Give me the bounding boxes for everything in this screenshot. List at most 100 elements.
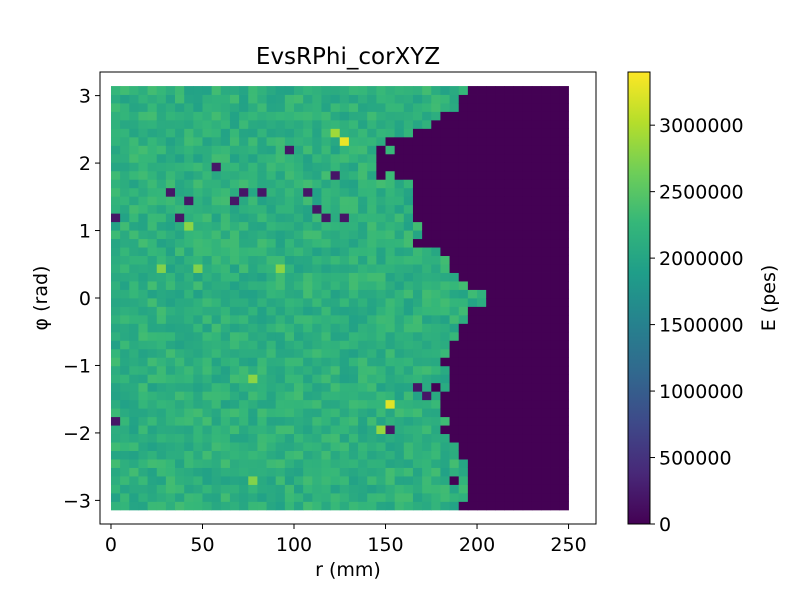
heatmap-cell — [422, 255, 432, 265]
heatmap-cell — [147, 323, 158, 333]
heatmap-cell — [175, 162, 185, 172]
heatmap-cell — [303, 179, 313, 189]
heatmap-cell — [495, 442, 505, 451]
heatmap-cell — [229, 357, 240, 367]
heatmap-cell — [458, 86, 469, 95]
heatmap-cell — [184, 281, 194, 290]
heatmap-cell — [467, 162, 478, 172]
heatmap-cell — [156, 314, 167, 324]
heatmap-cell — [422, 476, 432, 485]
heatmap-cell — [193, 136, 203, 146]
heatmap-cell — [412, 86, 423, 95]
heatmap-cell — [129, 196, 139, 206]
heatmap-cell — [266, 128, 277, 138]
heatmap-cell — [531, 289, 542, 299]
heatmap-cell — [458, 467, 469, 477]
heatmap-cell — [376, 323, 386, 333]
heatmap-cell — [129, 153, 139, 163]
heatmap-cell — [513, 492, 524, 502]
heatmap-cell — [522, 94, 533, 104]
heatmap-cell — [458, 331, 469, 341]
heatmap-cell — [147, 255, 158, 265]
heatmap-cell — [440, 247, 450, 257]
heatmap-cell — [202, 281, 213, 290]
heatmap-cell — [175, 365, 185, 375]
heatmap-cell — [138, 450, 148, 460]
heatmap-cell — [211, 357, 222, 367]
heatmap-cell — [495, 119, 505, 129]
heatmap-cell — [110, 255, 121, 265]
heatmap-cell — [257, 153, 267, 163]
heatmap-cell — [229, 391, 240, 401]
heatmap-cell — [193, 484, 203, 494]
heatmap-cell — [513, 357, 524, 367]
heatmap-cell — [559, 416, 569, 426]
heatmap-cell — [193, 162, 203, 172]
heatmap-cell — [394, 298, 405, 307]
heatmap-cell — [358, 467, 368, 477]
heatmap-cell — [376, 442, 386, 451]
heatmap-cell — [303, 170, 313, 180]
heatmap-cell — [110, 272, 121, 282]
heatmap-cell — [449, 442, 460, 451]
heatmap-cell — [330, 425, 341, 435]
heatmap-cell — [358, 442, 368, 451]
heatmap-cell — [229, 196, 240, 206]
heatmap-cell — [422, 365, 432, 375]
heatmap-cell — [175, 492, 185, 502]
heatmap-cell — [394, 357, 405, 367]
heatmap-cell — [211, 289, 222, 299]
heatmap-cell — [202, 433, 213, 443]
heatmap-cell — [367, 94, 377, 104]
heatmap-cell — [394, 382, 405, 392]
heatmap-cell — [412, 179, 423, 189]
heatmap-cell — [559, 179, 569, 189]
heatmap-cell — [449, 264, 460, 273]
heatmap-cell — [358, 433, 368, 443]
heatmap-cell — [394, 416, 405, 426]
heatmap-cell — [422, 501, 432, 511]
heatmap-cell — [248, 331, 258, 341]
heatmap-cell — [385, 467, 396, 477]
heatmap-cell — [220, 103, 231, 112]
heatmap-cell — [513, 255, 524, 265]
heatmap-cell — [431, 136, 441, 146]
heatmap-cell — [275, 340, 286, 350]
heatmap-cell — [348, 187, 359, 197]
heatmap-cell — [477, 281, 487, 290]
heatmap-cell — [275, 187, 286, 197]
heatmap-cell — [156, 187, 167, 197]
heatmap-cell — [431, 323, 441, 333]
heatmap-cell — [110, 170, 121, 180]
heatmap-cell — [431, 170, 441, 180]
heatmap-cell — [138, 247, 148, 257]
heatmap-cell — [358, 323, 368, 333]
heatmap-cell — [303, 111, 313, 121]
heatmap-cell — [184, 442, 194, 451]
heatmap-cell — [422, 145, 432, 155]
heatmap-cell — [321, 247, 332, 257]
heatmap-cell — [531, 103, 542, 112]
heatmap-cell — [412, 501, 423, 511]
heatmap-cell — [394, 153, 405, 163]
heatmap-cell — [367, 289, 377, 299]
heatmap-cell — [330, 391, 341, 401]
heatmap-cell — [156, 382, 167, 392]
heatmap-cell — [239, 119, 249, 129]
heatmap-cell — [531, 111, 542, 121]
heatmap-cell — [477, 476, 487, 485]
heatmap-cell — [193, 196, 203, 206]
heatmap-cell — [467, 289, 478, 299]
heatmap-cell — [477, 162, 487, 172]
heatmap-cell — [339, 391, 350, 401]
heatmap-cell — [358, 86, 368, 95]
heatmap-cell — [477, 331, 487, 341]
heatmap-cell — [110, 111, 121, 121]
heatmap-cell — [120, 331, 130, 341]
heatmap-cell — [458, 103, 469, 112]
heatmap-cell — [495, 501, 505, 511]
heatmap-cell — [275, 501, 286, 511]
heatmap-cell — [467, 272, 478, 282]
heatmap-cell — [522, 103, 533, 112]
heatmap-cell — [165, 179, 176, 189]
